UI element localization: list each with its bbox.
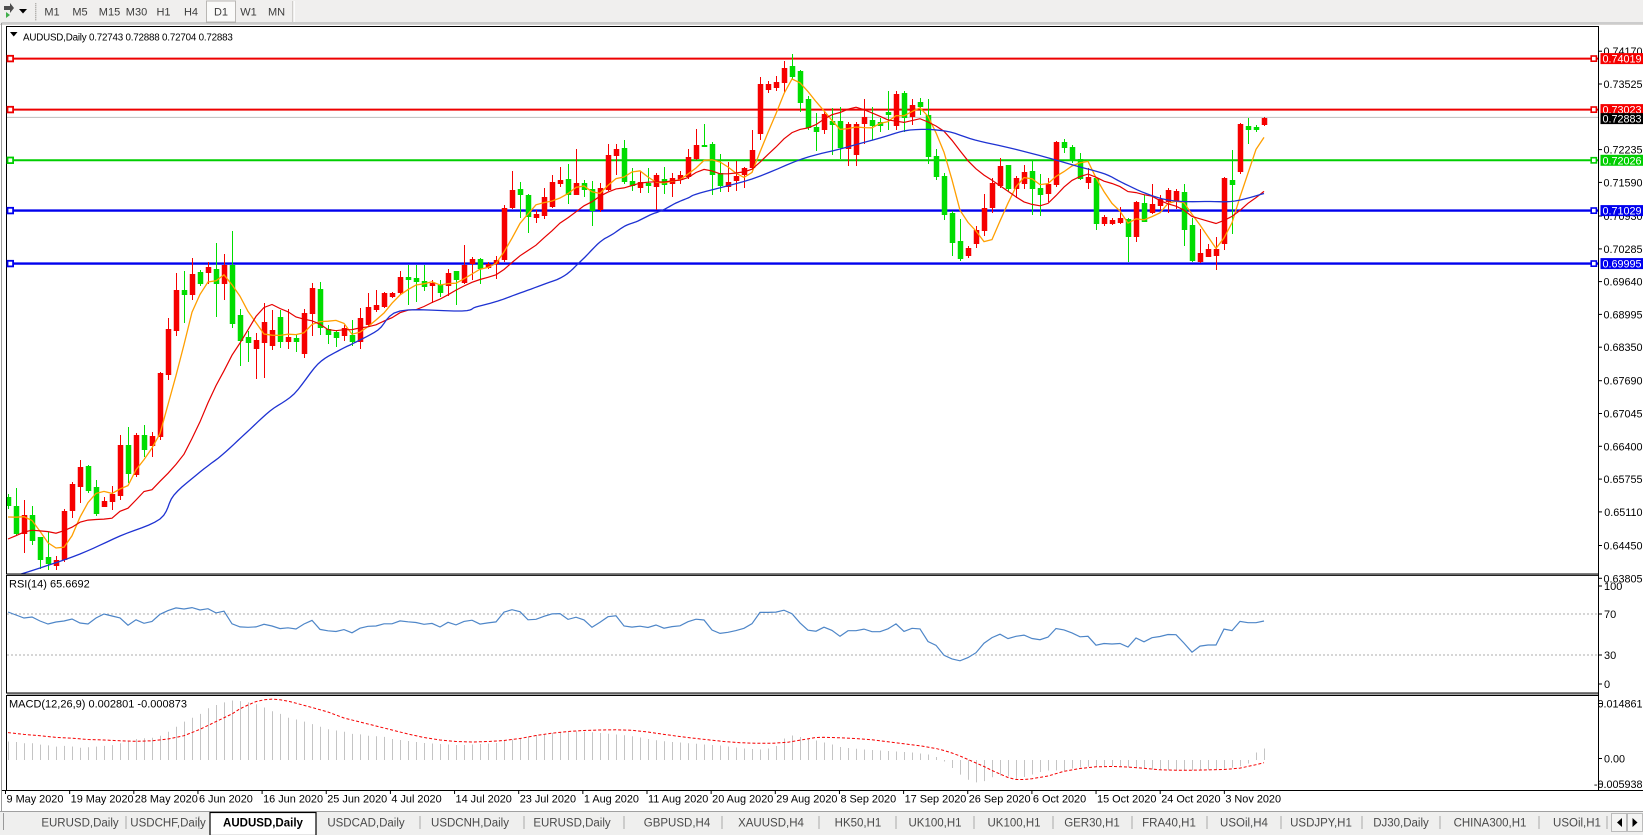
svg-text:0.63805: 0.63805 xyxy=(1603,573,1642,585)
svg-text:24 Oct 2020: 24 Oct 2020 xyxy=(1161,794,1220,806)
svg-text:26 Sep 2020: 26 Sep 2020 xyxy=(969,794,1031,806)
svg-text:GBPUSD,H4: GBPUSD,H4 xyxy=(644,818,711,830)
svg-text:0.71590: 0.71590 xyxy=(1603,177,1642,189)
svg-text:0.69640: 0.69640 xyxy=(1603,277,1642,289)
svg-text:70: 70 xyxy=(1604,609,1616,621)
svg-text:0.65110: 0.65110 xyxy=(1604,507,1642,519)
svg-text:0: 0 xyxy=(1604,679,1610,691)
svg-text:30: 30 xyxy=(1604,650,1616,662)
svg-text:AUDUSD,Daily 0.72743 0.72888: AUDUSD,Daily 0.72743 0.72888 0.72704 0.7… xyxy=(23,33,233,44)
svg-text:UK100,H1: UK100,H1 xyxy=(987,818,1040,830)
svg-text:0.72883: 0.72883 xyxy=(1602,114,1641,126)
svg-text:0.74019: 0.74019 xyxy=(1602,54,1641,66)
svg-text:0.69995: 0.69995 xyxy=(1602,259,1641,271)
svg-text:0.67045: 0.67045 xyxy=(1603,409,1642,421)
svg-text:W1: W1 xyxy=(240,7,257,19)
svg-text:USDJPY,H1: USDJPY,H1 xyxy=(1290,818,1352,830)
svg-text:0.72026: 0.72026 xyxy=(1602,155,1641,167)
svg-text:23 Jul 2020: 23 Jul 2020 xyxy=(520,794,576,806)
svg-text:USOil,H1: USOil,H1 xyxy=(1553,818,1601,830)
svg-text:0.71029: 0.71029 xyxy=(1602,206,1641,218)
svg-text:25 Jun 2020: 25 Jun 2020 xyxy=(327,794,387,806)
svg-text:17 Sep 2020: 17 Sep 2020 xyxy=(905,794,967,806)
svg-text:11 Aug 2020: 11 Aug 2020 xyxy=(648,794,708,806)
svg-text:0.67690: 0.67690 xyxy=(1603,376,1642,388)
svg-text:H4: H4 xyxy=(184,7,198,19)
svg-text:1 Aug 2020: 1 Aug 2020 xyxy=(584,794,639,806)
svg-text:0.73525: 0.73525 xyxy=(1603,79,1642,91)
svg-text:29 Aug 2020: 29 Aug 2020 xyxy=(776,794,837,806)
svg-text:6 Oct 2020: 6 Oct 2020 xyxy=(1033,794,1086,806)
svg-text:20 Aug 2020: 20 Aug 2020 xyxy=(712,794,773,806)
svg-text:19 May 2020: 19 May 2020 xyxy=(71,794,134,806)
svg-text:9 May 2020: 9 May 2020 xyxy=(7,794,64,806)
svg-text:3 Nov 2020: 3 Nov 2020 xyxy=(1225,794,1281,806)
svg-text:M5: M5 xyxy=(72,7,87,19)
svg-text:16 Jun 2020: 16 Jun 2020 xyxy=(263,794,323,806)
svg-text:GER30,H1: GER30,H1 xyxy=(1064,818,1120,830)
svg-text:MN: MN xyxy=(268,7,285,19)
svg-text:DJ30,Daily: DJ30,Daily xyxy=(1373,818,1429,830)
svg-text:H1: H1 xyxy=(156,7,170,19)
svg-text:15 Oct 2020: 15 Oct 2020 xyxy=(1097,794,1156,806)
svg-text:0.70285: 0.70285 xyxy=(1603,244,1642,256)
svg-text:4 Jul 2020: 4 Jul 2020 xyxy=(391,794,441,806)
svg-text:EURUSD,Daily: EURUSD,Daily xyxy=(533,818,611,830)
svg-text:0.72235: 0.72235 xyxy=(1603,145,1642,157)
svg-text:D1: D1 xyxy=(214,7,228,19)
svg-text:RSI(14) 65.6692: RSI(14) 65.6692 xyxy=(9,579,90,591)
svg-text:6 Jun 2020: 6 Jun 2020 xyxy=(199,794,253,806)
svg-text:USDCNH,Daily: USDCNH,Daily xyxy=(431,818,509,830)
svg-text:HK50,H1: HK50,H1 xyxy=(835,818,882,830)
svg-text:MACD(12,26,9) 0.002801 -0.0008: MACD(12,26,9) 0.002801 -0.000873 xyxy=(9,699,187,711)
svg-text:M1: M1 xyxy=(44,7,59,19)
svg-text:0.014861: 0.014861 xyxy=(1597,699,1642,711)
svg-text:28 May 2020: 28 May 2020 xyxy=(135,794,198,806)
svg-text:XAUUSD,H4: XAUUSD,H4 xyxy=(738,818,804,830)
svg-text:8 Sep 2020: 8 Sep 2020 xyxy=(840,794,896,806)
svg-text:USDCHF,Daily: USDCHF,Daily xyxy=(130,818,206,830)
svg-text:UK100,H1: UK100,H1 xyxy=(908,818,961,830)
svg-text:100: 100 xyxy=(1604,581,1622,593)
svg-text:EURUSD,Daily: EURUSD,Daily xyxy=(41,818,119,830)
svg-text:FRA40,H1: FRA40,H1 xyxy=(1142,818,1196,830)
svg-text:0.65755: 0.65755 xyxy=(1603,474,1642,486)
svg-text:0.68350: 0.68350 xyxy=(1603,342,1642,354)
svg-text:0.68995: 0.68995 xyxy=(1603,309,1642,321)
svg-text:0.66400: 0.66400 xyxy=(1603,441,1642,453)
svg-text:CHINA300,H1: CHINA300,H1 xyxy=(1454,818,1527,830)
svg-text:0.00: 0.00 xyxy=(1604,754,1625,766)
svg-text:AUDUSD,Daily: AUDUSD,Daily xyxy=(223,818,303,830)
svg-text:USOil,H4: USOil,H4 xyxy=(1220,818,1269,830)
svg-text:M30: M30 xyxy=(126,7,147,19)
svg-text:M15: M15 xyxy=(99,7,120,19)
svg-text:0.64450: 0.64450 xyxy=(1603,541,1642,553)
svg-text:-0.005938: -0.005938 xyxy=(1594,779,1643,791)
svg-text:USDCAD,Daily: USDCAD,Daily xyxy=(327,818,405,830)
svg-text:14 Jul 2020: 14 Jul 2020 xyxy=(456,794,512,806)
